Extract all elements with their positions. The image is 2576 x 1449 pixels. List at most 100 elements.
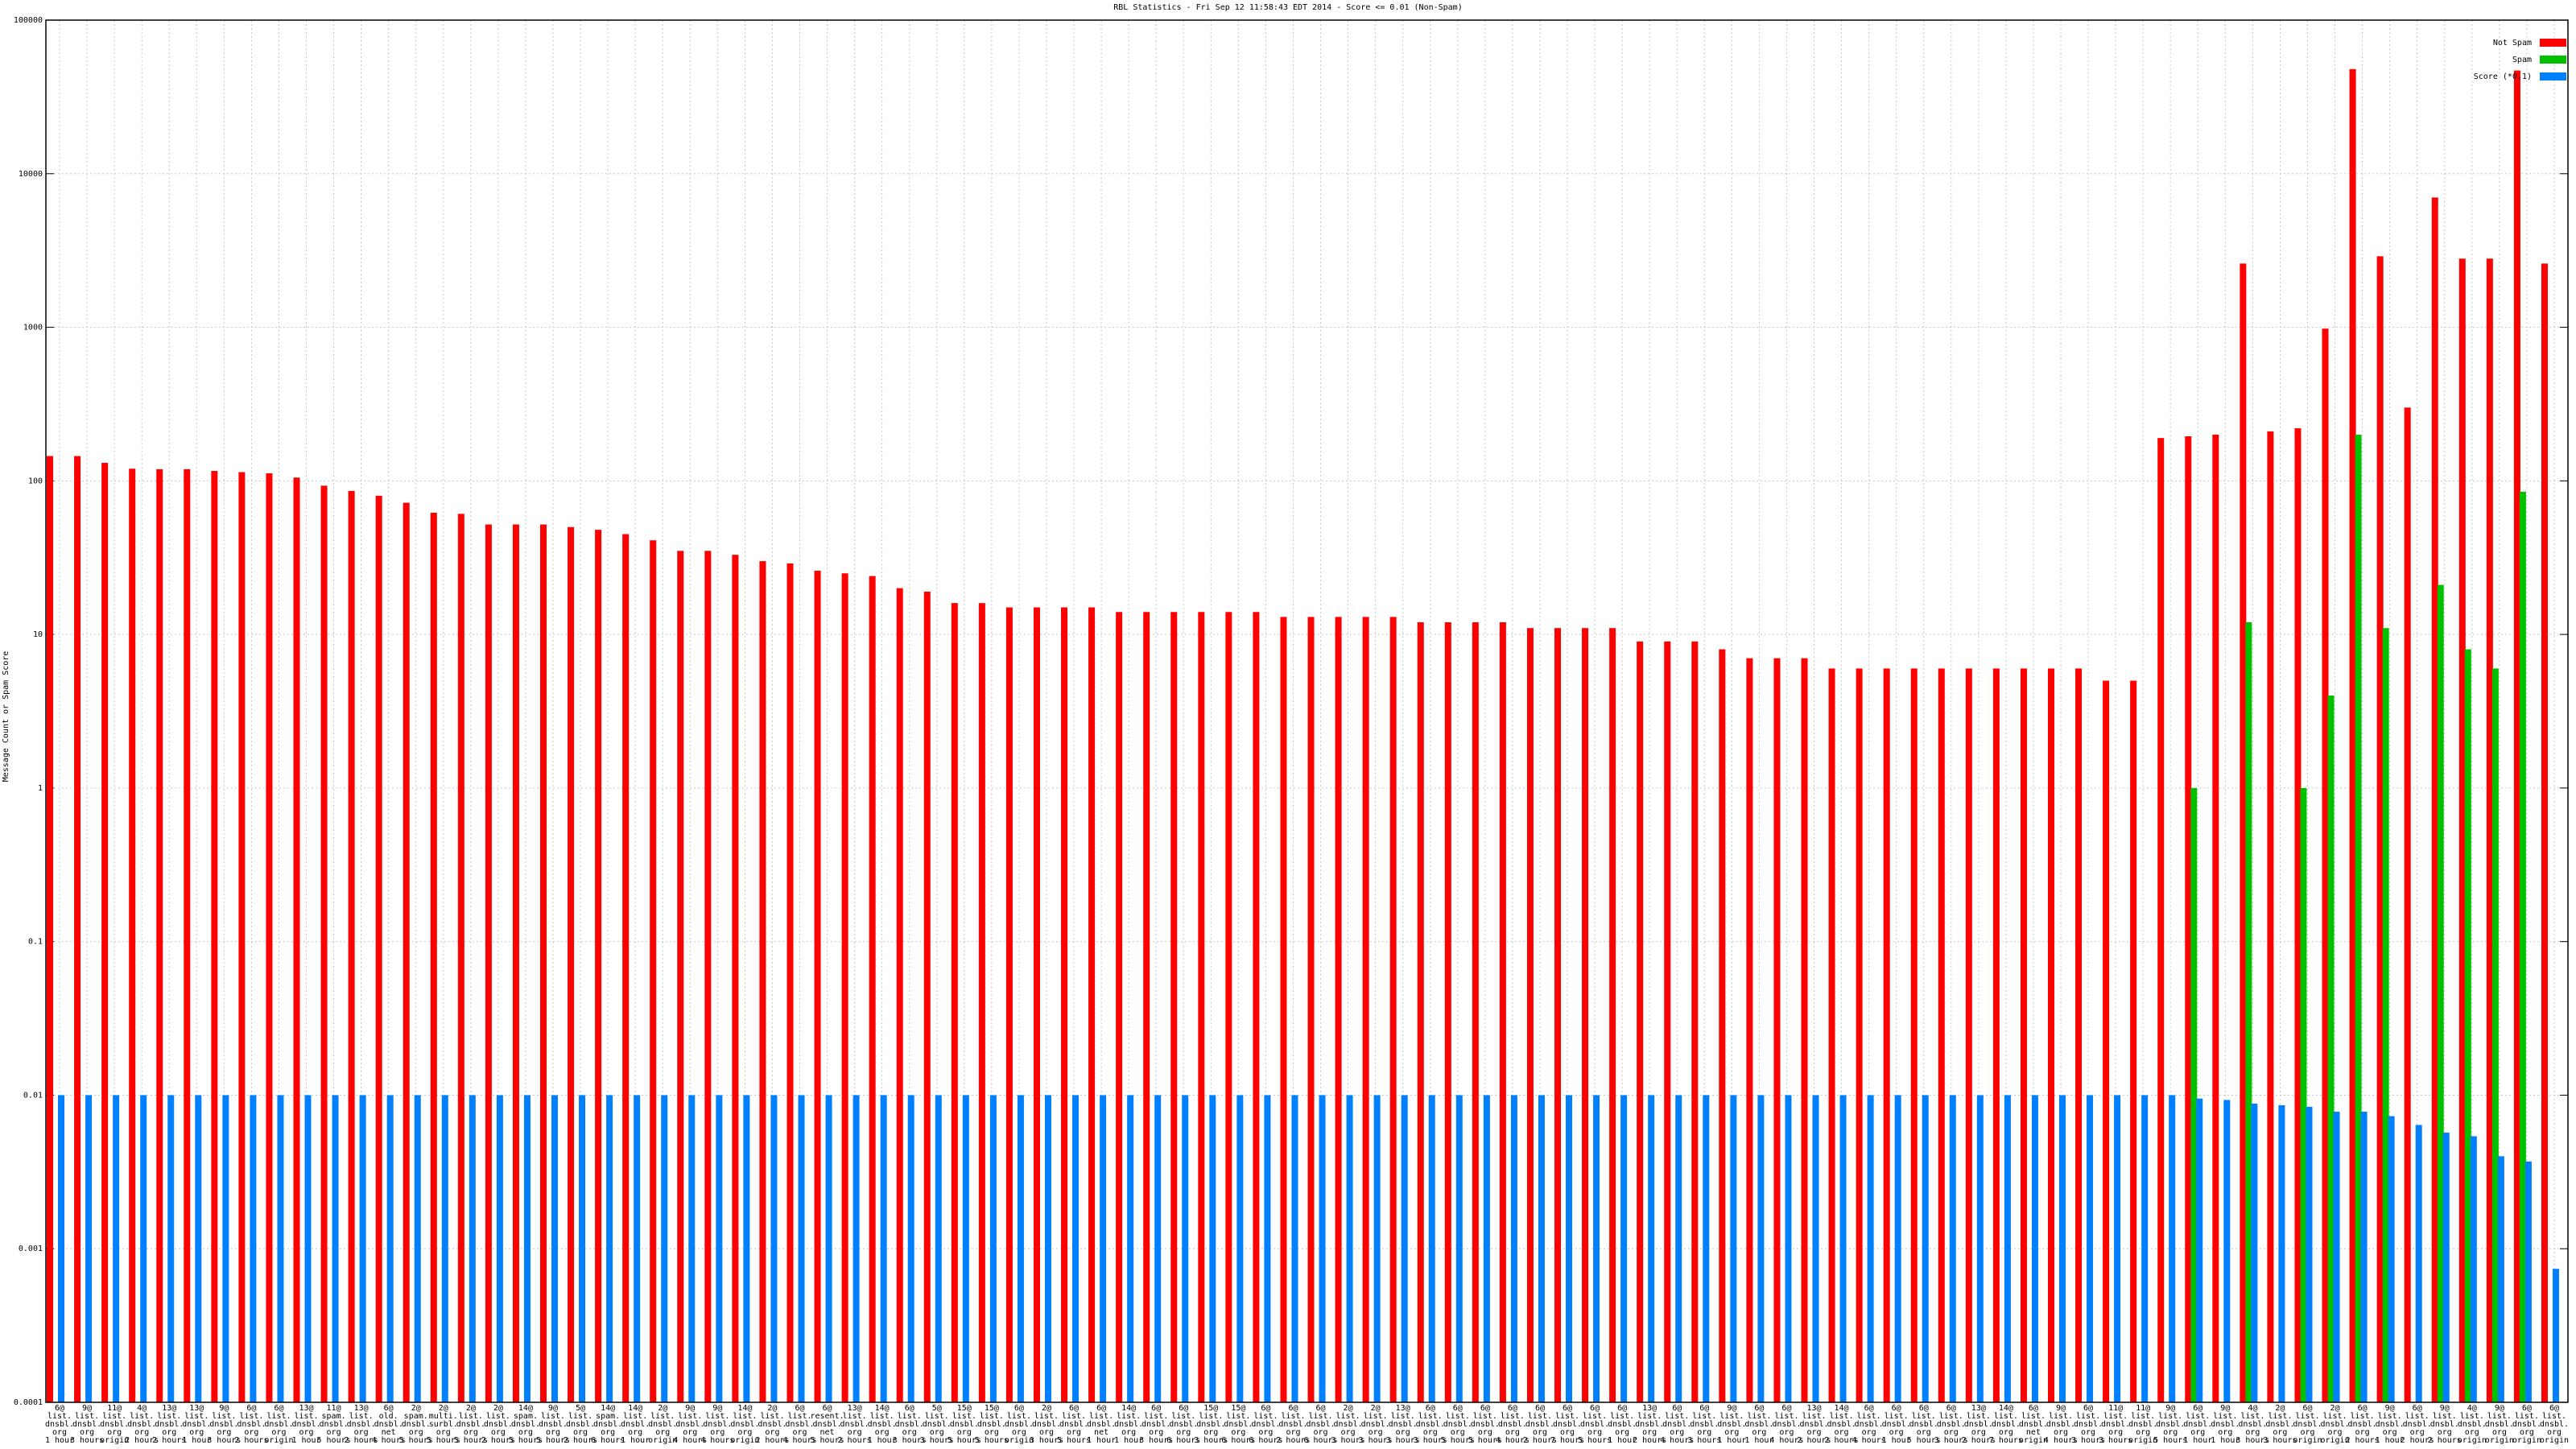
x-tick-label-line: 4 hours	[1496, 1436, 1530, 1445]
x-tick-label-line: list.	[157, 1412, 181, 1421]
x-tick-label-line: 5@	[576, 1404, 585, 1413]
x-tick-label-line: net	[382, 1428, 396, 1437]
x-tick-label-line: list.	[2076, 1412, 2100, 1421]
bar	[688, 1095, 696, 1402]
x-tick-label-line: dnsbl.	[1608, 1420, 1637, 1429]
x-tick-label-line: 15@	[1231, 1404, 1245, 1413]
x-tick-label-line: org	[1149, 1428, 1163, 1437]
x-tick-label-line: 1 hour	[621, 1436, 650, 1445]
bar	[2355, 434, 2362, 1402]
x-tick-label-line: org	[436, 1428, 451, 1437]
bar	[1730, 1095, 1737, 1402]
x-tick-label-line: org	[628, 1428, 642, 1437]
x-tick-label-line: list.	[2542, 1412, 2566, 1421]
bar	[1510, 1095, 1517, 1402]
bar	[1319, 1095, 1326, 1402]
x-tick-label: 2@ list. dnsbl. org 3 hours	[1331, 1404, 1365, 1445]
bar	[250, 1095, 257, 1402]
x-tick-label: 2@ list. dnsbl. org 3 hours	[2263, 1404, 2297, 1445]
bar	[1703, 1095, 1710, 1402]
bar	[386, 1095, 394, 1402]
x-tick-label-line: 9@	[2440, 1404, 2450, 1413]
x-tick-label-line: 2 hours	[234, 1436, 268, 1445]
x-tick-label-line: 3 hours	[1934, 1436, 1968, 1445]
x-tick-label-line: list.	[1637, 1412, 1662, 1421]
x-tick-label: 6@ list. dnsbl. org 2 hours	[2346, 1404, 2380, 1445]
bar	[277, 1095, 284, 1402]
bar	[1839, 1095, 1847, 1402]
bar	[1143, 612, 1150, 1402]
x-tick-label-line: 9@	[712, 1404, 722, 1413]
bar	[85, 1095, 93, 1402]
x-tick-label-line: 1 hour	[868, 1436, 897, 1445]
x-tick-label-line: org	[52, 1428, 67, 1437]
x-tick-label-line: 4 hours	[1852, 1436, 1886, 1445]
bar	[786, 563, 794, 1402]
x-tick-label-line: dnsbl.	[868, 1420, 897, 1429]
x-tick-label: 5@ list. dnsbl. org 3 hours	[920, 1404, 954, 1445]
x-tick-label-line: list.	[1446, 1412, 1470, 1421]
x-tick-label-line: 1 hour	[2183, 1436, 2212, 1445]
x-tick-label-line: org	[107, 1428, 122, 1437]
x-tick-label-line: 6 hours	[1166, 1436, 1200, 1445]
bar	[743, 1095, 750, 1402]
x-tick-label-line: 5 hours	[1578, 1436, 1612, 1445]
bar	[841, 573, 848, 1402]
x-tick-label-line: org	[1642, 1428, 1657, 1437]
x-tick-label: 11@ spam. dnsbl. org 5 hours	[316, 1404, 350, 1445]
bar	[1664, 641, 1671, 1402]
x-tick-label-line: 1 hour	[1608, 1436, 1637, 1445]
y-tick-label: 100	[28, 477, 43, 485]
y-tick-label: 1	[38, 784, 43, 793]
x-tick-label: 6@ list. dnsbl. org origin	[264, 1404, 293, 1445]
x-tick-label-line: dnsbl.	[1114, 1420, 1143, 1429]
y-tick-label: 0.1	[28, 938, 43, 947]
x-tick-label-line: 14@	[1121, 1404, 1136, 1413]
x-tick-label-line: org	[1423, 1428, 1438, 1437]
x-tick-label-line: 6@	[1014, 1404, 1024, 1413]
x-tick-label-line: list.	[2351, 1412, 2375, 1421]
x-tick-label-line: list.	[1089, 1412, 1113, 1421]
bar	[1992, 668, 2000, 1402]
bar	[58, 1095, 65, 1402]
x-tick-label-line: 15@	[985, 1404, 999, 1413]
x-tick-label: 6@ list. dnsbl. org 1 hour	[2183, 1404, 2212, 1445]
x-tick-label-line: list.	[705, 1412, 729, 1421]
bar	[634, 1095, 641, 1402]
x-tick-label: 11@ list. dnsbl. org origin	[100, 1404, 129, 1445]
x-tick-label-line: dnsbl.	[374, 1420, 403, 1429]
x-tick-label-line: org	[710, 1428, 724, 1437]
x-tick-label-line: origin	[100, 1436, 129, 1445]
bar	[2376, 256, 2384, 1402]
x-tick-label-line: org	[1039, 1428, 1054, 1437]
x-tick-label-line: list.	[294, 1412, 318, 1421]
x-tick-label: 6@ list. dnsbl. org origin	[2293, 1404, 2322, 1445]
x-tick-label-line: 13@	[1642, 1404, 1657, 1413]
x-tick-label: 6@ list. dnsbl. org 5 hours	[1578, 1404, 1612, 1445]
x-tick-label-line: list.	[47, 1412, 72, 1421]
x-tick-label-line: dnsbl.	[1553, 1420, 1582, 1429]
x-tick-label-line: 6@	[1069, 1404, 1079, 1413]
x-tick-label-line: 6 hours	[1221, 1436, 1255, 1445]
x-tick-label-line: 6@	[1864, 1404, 1874, 1413]
x-tick-label: 15@ list. dnsbl. org 5 hours	[975, 1404, 1009, 1445]
bar	[1116, 612, 1123, 1402]
x-tick-label-line: list.	[1665, 1412, 1689, 1421]
bar	[759, 561, 766, 1403]
x-tick-label-line: list.	[239, 1412, 263, 1421]
bar	[2306, 1106, 2313, 1402]
bar	[2075, 668, 2083, 1402]
bar	[2004, 1095, 2011, 1402]
bar	[2223, 1100, 2231, 1402]
x-tick-label-line: list.	[2295, 1412, 2319, 1421]
x-tick-label-line: list.	[1528, 1412, 1552, 1421]
bar	[1648, 1095, 1655, 1402]
bar	[2464, 649, 2471, 1402]
x-tick-label-line: org	[244, 1428, 258, 1437]
bar	[457, 514, 464, 1403]
bar	[2497, 1156, 2504, 1402]
x-tick-label-line: dnsbl.	[1799, 1420, 1828, 1429]
x-tick-label-line: 9@	[2385, 1404, 2395, 1413]
bar	[2552, 1269, 2559, 1402]
bar	[1828, 668, 1835, 1402]
